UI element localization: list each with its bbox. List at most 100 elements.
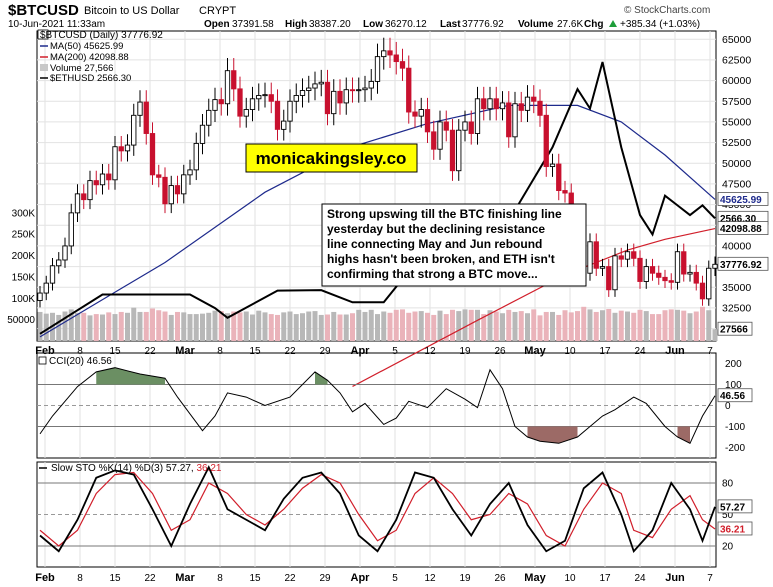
volume-bar xyxy=(706,310,712,341)
volume-bar xyxy=(318,314,324,341)
volume-tick-label: 150K xyxy=(12,272,36,283)
candle-body xyxy=(712,263,718,269)
x-tick-label: 12 xyxy=(424,573,436,584)
candle-body xyxy=(81,193,87,201)
candle-body xyxy=(187,169,193,176)
volume-bar xyxy=(368,309,374,341)
x-tick-label: 15 xyxy=(109,346,121,357)
legend-ma50: MA(50) 45625.99 xyxy=(50,41,123,52)
x-tick-label: 5 xyxy=(392,346,398,357)
volume-bar xyxy=(281,312,287,341)
sto-tick-label: 20 xyxy=(722,542,734,553)
volume-bar xyxy=(512,311,518,341)
low-value: 36270.12 xyxy=(385,19,427,30)
volume-bar xyxy=(693,311,699,341)
volume-bar xyxy=(362,311,368,341)
volume-tick-label: 250K xyxy=(12,230,36,241)
eth-badge: 2566.30 xyxy=(720,214,757,225)
price-tick-label: 40000 xyxy=(722,240,751,252)
volume-bar xyxy=(587,309,593,341)
candle-body xyxy=(393,54,399,63)
candle-body xyxy=(531,96,537,102)
candle-body xyxy=(268,94,274,102)
price-tick-label: 50000 xyxy=(722,158,751,170)
x-tick-label: 29 xyxy=(319,573,331,584)
brand-text: monicakingsley.co xyxy=(256,149,407,168)
volume-bar xyxy=(68,309,74,341)
change-value: +385.34 (+1.03%) xyxy=(620,19,700,30)
candle-body xyxy=(506,102,512,138)
volume-bar xyxy=(575,311,580,341)
price-tick-label: 60000 xyxy=(722,75,751,87)
volume-bar xyxy=(456,311,462,341)
volume-bar xyxy=(125,312,130,341)
x-tick-label: 8 xyxy=(217,573,223,584)
volume-bar xyxy=(356,309,362,341)
candle-body xyxy=(156,174,162,178)
volume-bar xyxy=(200,313,205,341)
sto-title: Slow STO %K(14) %D(3) 57.27, 36.21 xyxy=(51,463,222,474)
volume-bar xyxy=(681,310,687,341)
volume-bar xyxy=(256,310,262,341)
candle-body xyxy=(693,271,699,284)
volume-bar xyxy=(631,312,637,341)
x-tick-label: Feb xyxy=(35,572,55,584)
candle-body xyxy=(681,251,687,275)
candle-body xyxy=(462,121,468,131)
candle-body xyxy=(62,245,68,261)
legend-main: $BTCUSD (Daily) 37776.92 xyxy=(40,30,163,41)
x-tick-label: 22 xyxy=(284,573,296,584)
candle-body xyxy=(593,241,599,269)
volume-bar xyxy=(468,309,474,341)
candle-body xyxy=(637,257,643,282)
cci-tick-label: -100 xyxy=(725,422,745,433)
volume-bar xyxy=(312,311,318,341)
candle-body xyxy=(706,267,712,300)
volume-bar xyxy=(418,311,424,341)
volume-tick-label: 50000 xyxy=(7,315,35,326)
volume-bar xyxy=(56,314,62,341)
volume-bar xyxy=(650,314,655,341)
last-price-badge-box xyxy=(717,256,769,271)
candle-body xyxy=(362,87,368,91)
price-tick-label: 47500 xyxy=(722,178,751,190)
x-tick-label: 8 xyxy=(77,346,83,357)
ma200-badge: 42098.88 xyxy=(720,224,762,235)
ma50-badge-box xyxy=(717,192,769,206)
candle-body xyxy=(349,89,356,92)
candle-body xyxy=(374,56,381,82)
volume-bar xyxy=(531,309,537,341)
volume-bar xyxy=(450,309,455,341)
candle-body xyxy=(562,190,568,194)
volume-bar xyxy=(562,310,568,341)
sto-d-badge-box xyxy=(717,521,753,536)
cci-tick-label: -200 xyxy=(725,443,745,454)
price-tick-label: 65000 xyxy=(722,34,751,46)
volume-bar xyxy=(506,309,512,341)
x-tick-label: 22 xyxy=(284,346,296,357)
legend: $BTCUSD (Daily) 37776.92 MA(50) 45625.99… xyxy=(37,29,163,84)
high-label: High xyxy=(285,19,307,30)
volume-bar xyxy=(81,312,87,341)
volume-bar xyxy=(625,311,630,341)
legend-volume: Volume 27,566 xyxy=(50,63,113,74)
annotation-line: confirming that strong a BTC move... xyxy=(327,267,538,281)
candle-body xyxy=(549,163,556,168)
candle-body xyxy=(37,292,43,301)
candle-body xyxy=(306,87,312,91)
volume-bar xyxy=(568,312,574,341)
volume-bar xyxy=(581,306,587,341)
candle-body xyxy=(599,266,606,269)
volume-bar xyxy=(293,314,299,341)
volume-value: 27.6K xyxy=(557,19,583,30)
volume-bar xyxy=(343,314,349,341)
candle-body xyxy=(518,103,524,111)
candle-body xyxy=(643,266,649,282)
candle-body xyxy=(243,109,249,117)
volume-bar xyxy=(275,314,280,341)
symbol-name: Bitcoin to US Dollar xyxy=(84,5,180,17)
candle-body xyxy=(143,101,149,134)
volume-bar xyxy=(393,309,399,341)
volume-bar xyxy=(387,312,393,341)
quote-date: 10-Jun-2021 11:33am xyxy=(8,19,105,30)
